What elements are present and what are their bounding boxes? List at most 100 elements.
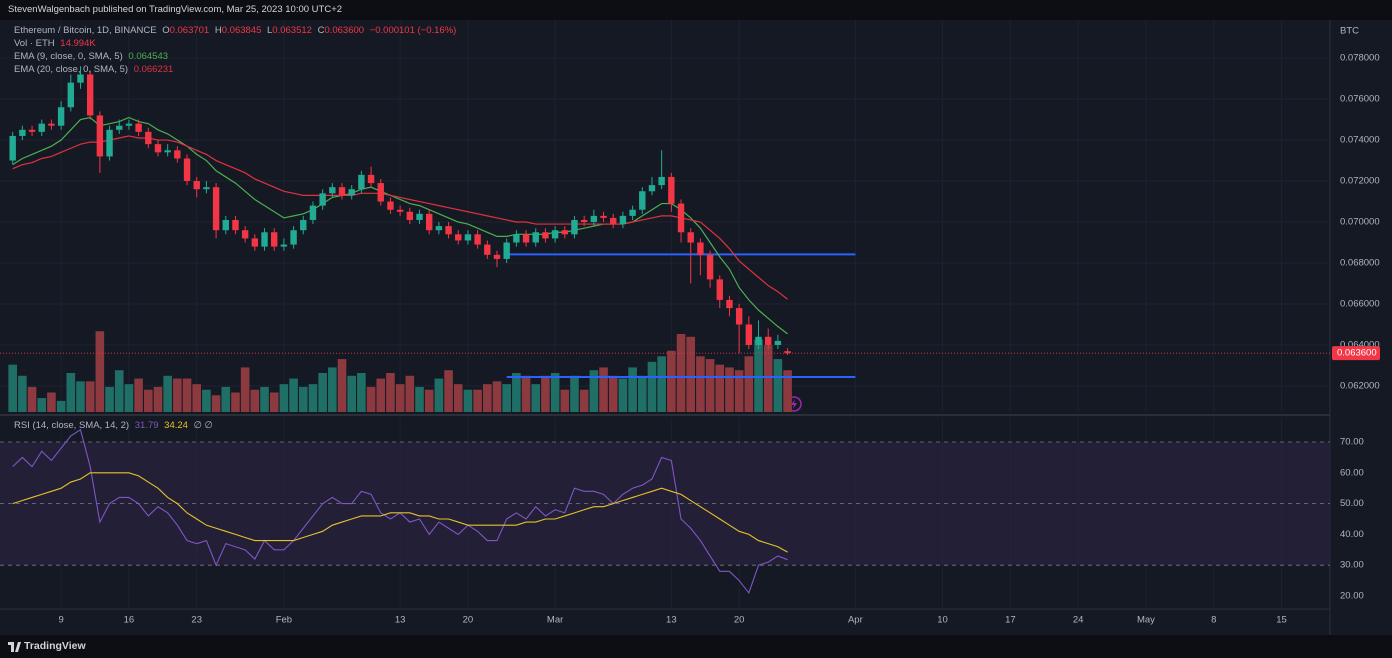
- volume-bar: [221, 386, 231, 412]
- volume-bar: [589, 370, 599, 412]
- volume-bar: [56, 400, 66, 412]
- volume-bar: [153, 386, 163, 412]
- volume-bar: [231, 392, 240, 412]
- candle-body: [774, 340, 782, 345]
- volume-bar: [66, 373, 76, 412]
- candle-body: [106, 129, 113, 157]
- candle-body: [396, 209, 404, 212]
- candle-body: [261, 232, 268, 247]
- candle-body: [668, 176, 675, 204]
- volume-bar: [541, 375, 550, 412]
- volume-bar: [405, 375, 415, 412]
- series-value: 34.24: [164, 420, 188, 431]
- volume-bar: [366, 386, 376, 412]
- candle-body: [590, 215, 598, 223]
- candle-body: [551, 230, 559, 239]
- candle-body: [658, 176, 665, 186]
- candle-body: [145, 131, 152, 145]
- volume-bar: [134, 378, 143, 412]
- volume-bar: [308, 384, 318, 412]
- candle-body: [222, 219, 229, 231]
- volume-bar: [453, 384, 463, 412]
- volume-bar: [705, 359, 715, 412]
- top-bar: StevenWalgenbach published on TradingVie…: [0, 0, 1392, 20]
- volume-bar: [754, 339, 763, 412]
- volume-bar: [647, 361, 657, 412]
- last-price-box: [1332, 346, 1380, 361]
- volume-bar: [734, 370, 744, 412]
- candle-body: [203, 187, 210, 190]
- y-tick-label: 60.00: [1340, 467, 1364, 478]
- logo-shape: [8, 642, 21, 652]
- candle-body: [9, 135, 16, 161]
- legend-row: Ethereum / Bitcoin, 1D, BINANCE O0.06370…: [14, 24, 459, 37]
- volume-bar: [357, 373, 366, 412]
- candle-body: [241, 230, 249, 239]
- candle-body: [183, 158, 191, 182]
- volume-bar: [628, 367, 637, 412]
- y-tick-label: 30.00: [1340, 560, 1364, 571]
- ohlc-value: 0.063845: [221, 25, 262, 36]
- candle-body: [38, 123, 45, 132]
- candle-body: [174, 150, 181, 159]
- volume-bar: [269, 392, 279, 412]
- y-tick-label: 0.066000: [1340, 299, 1380, 310]
- volume-bar: [763, 345, 773, 412]
- volume-bar: [337, 359, 347, 412]
- volume-bar: [696, 356, 705, 412]
- candle-body: [503, 242, 510, 259]
- brand-logo: [8, 642, 21, 652]
- y-tick-label: 0.064000: [1340, 340, 1380, 351]
- candle-body: [212, 187, 220, 231]
- volume-bar: [279, 384, 289, 412]
- candle-body: [784, 351, 791, 354]
- volume-bar: [560, 389, 570, 412]
- volume-bar: [347, 375, 357, 412]
- candle-body: [735, 308, 743, 325]
- candle-body: [280, 244, 288, 247]
- candle-body: [571, 219, 578, 235]
- candle-body: [116, 125, 123, 130]
- x-tick-label: 9: [58, 615, 63, 626]
- candle-body: [765, 336, 772, 345]
- volume-bar: [202, 389, 211, 412]
- candle-body: [367, 174, 375, 184]
- volume-bar: [463, 389, 473, 412]
- candle-body: [513, 234, 520, 243]
- candle-body: [561, 230, 568, 235]
- volume-bar: [37, 398, 47, 412]
- currency-label: BTC: [1340, 26, 1359, 37]
- candle-body: [580, 219, 588, 223]
- ohlc-key: O: [162, 25, 170, 36]
- candle-body: [67, 82, 75, 108]
- candle-body: [358, 174, 365, 190]
- volume-bar: [667, 350, 676, 412]
- volume-bar: [579, 389, 589, 412]
- volume-bar: [521, 375, 531, 412]
- candle-body: [290, 230, 297, 245]
- volume-bar: [386, 373, 395, 412]
- volume-bar: [260, 386, 269, 412]
- candle-body: [706, 254, 714, 280]
- candle-body: [338, 187, 346, 196]
- attribution: StevenWalgenbach published on TradingVie…: [8, 4, 343, 15]
- candle-body: [435, 226, 443, 231]
- y-tick-label: 50.00: [1340, 498, 1364, 509]
- ohlc-value: 0.063701: [169, 25, 210, 36]
- volume-bar: [531, 384, 541, 412]
- brand: TradingView: [24, 640, 86, 652]
- volume-bar: [395, 384, 405, 412]
- series-value: 0.064543: [128, 51, 169, 62]
- ohlc-key: L: [267, 25, 273, 36]
- candle-body: [232, 219, 239, 231]
- y-tick-label: 70.00: [1340, 437, 1364, 448]
- volume-bar: [618, 378, 628, 412]
- candle-body: [319, 193, 326, 206]
- volume-bar: [550, 373, 560, 412]
- candle-body: [745, 324, 753, 345]
- x-tick-label: May: [1137, 615, 1155, 626]
- candle-body: [484, 244, 491, 255]
- volume-bar: [676, 334, 686, 412]
- candle-body: [716, 279, 723, 300]
